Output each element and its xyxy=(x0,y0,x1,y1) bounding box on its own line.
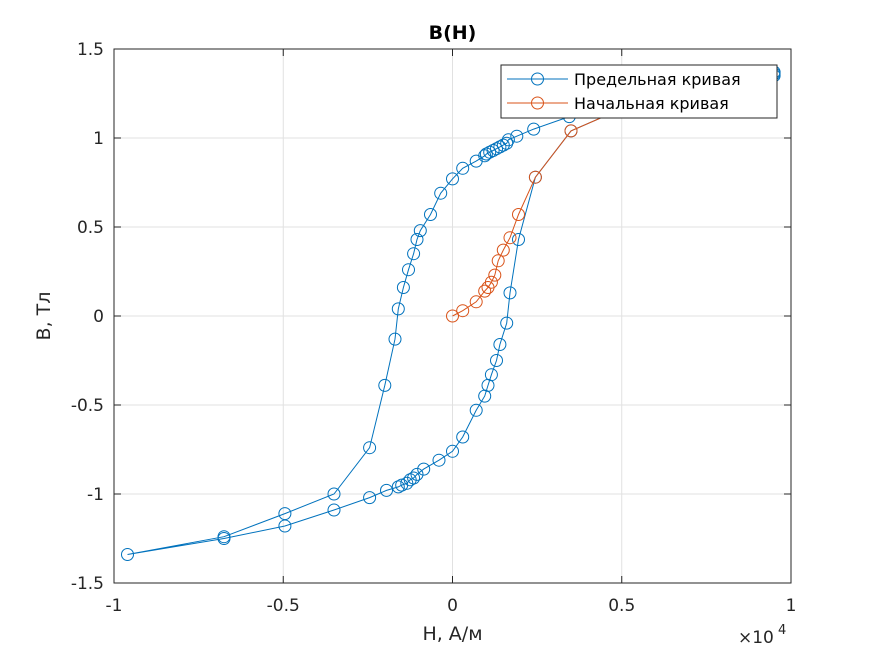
data-point xyxy=(490,142,503,156)
legend-box xyxy=(500,64,778,119)
data-point xyxy=(527,122,541,136)
data-point xyxy=(424,208,437,221)
data-point xyxy=(456,161,470,175)
data-point xyxy=(432,453,446,467)
data-point xyxy=(417,462,431,476)
series-line xyxy=(127,72,775,555)
y-tick-label: 1.5 xyxy=(77,40,104,60)
x-tick-label: -1 xyxy=(106,596,123,616)
data-point xyxy=(410,467,424,481)
legend-marker-2 xyxy=(531,96,544,110)
data-point xyxy=(469,403,483,417)
data-point xyxy=(503,231,517,245)
legend-label-1: Предельная кривая xyxy=(574,70,741,89)
data-point xyxy=(564,124,578,138)
data-point xyxy=(512,233,525,246)
data-point xyxy=(391,480,405,494)
grid xyxy=(114,49,791,583)
chart-title: B(H) xyxy=(429,22,477,44)
data-point xyxy=(456,430,470,444)
x-axis-label: H, А/м xyxy=(422,623,482,645)
data-point xyxy=(434,186,448,200)
data-point xyxy=(500,136,514,150)
y-tick-label: -1 xyxy=(87,485,104,505)
data-point xyxy=(391,302,405,316)
data-point xyxy=(469,295,483,309)
tick-labels: -1 -0.5 0 0.5 1-1.5-1-0.500.511.5 xyxy=(71,40,797,616)
x-exponent-base: ×10 xyxy=(738,628,774,648)
series-line xyxy=(452,109,621,317)
data-point xyxy=(407,471,421,485)
data-point xyxy=(363,491,377,505)
data-point xyxy=(488,268,502,282)
series-2 xyxy=(446,103,627,323)
data-point xyxy=(446,309,459,323)
data-point xyxy=(493,140,507,154)
data-point xyxy=(528,170,542,184)
data-point xyxy=(484,368,498,382)
data-point xyxy=(121,548,134,561)
y-tick-label: 1 xyxy=(93,129,104,149)
y-tick-label: 0.5 xyxy=(77,218,104,238)
data-point xyxy=(456,304,470,318)
x-exponent: ×10 4 xyxy=(738,623,786,648)
data-point xyxy=(378,378,392,392)
y-tick-label: -0.5 xyxy=(71,396,104,416)
data-point xyxy=(510,129,524,143)
data-point xyxy=(496,243,510,257)
legend-label-2: Начальная кривая xyxy=(574,94,729,113)
legend-entry-1: Предельная кривая xyxy=(507,70,741,89)
data-point xyxy=(278,519,292,533)
x-tick-label: -0.5 xyxy=(267,596,300,616)
data-point xyxy=(446,444,459,458)
data-point xyxy=(388,332,402,346)
x-tick-label: 0.5 xyxy=(608,596,635,616)
data-point xyxy=(491,254,505,268)
data-point xyxy=(410,233,424,246)
data-point xyxy=(217,532,231,545)
data-point xyxy=(503,286,517,300)
data-point xyxy=(478,284,492,298)
data-point xyxy=(479,147,493,161)
legend: Предельная кривая Начальная кривая xyxy=(500,64,778,119)
legend-marker-1 xyxy=(531,72,544,86)
data-point xyxy=(446,172,459,186)
data-point xyxy=(469,154,483,168)
data-point xyxy=(400,476,414,490)
data-point xyxy=(493,338,507,351)
y-axis-label: B, Тл xyxy=(33,292,55,341)
y-tick-label: 0 xyxy=(93,307,104,327)
data-point xyxy=(327,503,341,517)
data-point xyxy=(402,263,415,277)
legend-entry-2: Начальная кривая xyxy=(507,94,729,113)
data-point xyxy=(327,487,341,501)
data-point xyxy=(413,224,427,238)
data-point xyxy=(363,441,377,455)
x-tick-label: 1 xyxy=(786,596,797,616)
data-point xyxy=(490,354,503,367)
y-tick-label: -1.5 xyxy=(71,574,104,594)
data-point xyxy=(496,138,510,152)
data-point xyxy=(380,483,393,497)
data-point xyxy=(512,208,525,221)
series-layer xyxy=(121,65,781,561)
data-point xyxy=(500,316,514,330)
x-tick-label: 0 xyxy=(447,596,458,616)
data-point xyxy=(396,281,410,294)
x-exponent-power: 4 xyxy=(778,623,786,638)
data-point xyxy=(403,473,417,487)
data-point xyxy=(484,275,498,289)
ticks xyxy=(113,48,792,584)
data-point xyxy=(407,247,421,261)
